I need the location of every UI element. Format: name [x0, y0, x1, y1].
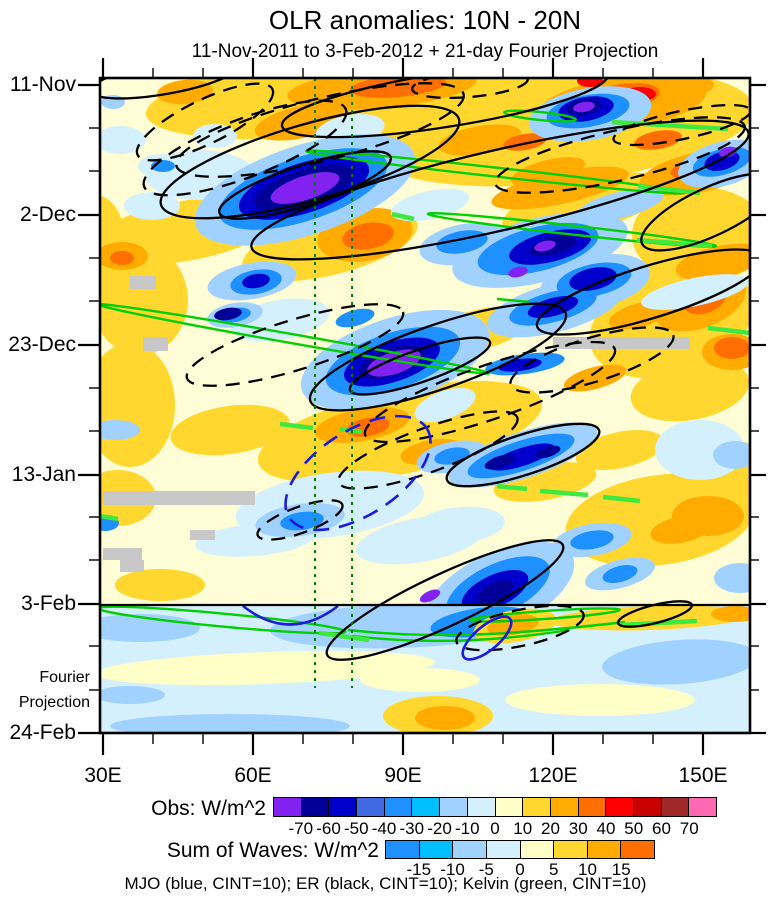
colorbar-swatch	[301, 798, 330, 816]
colorbar-swatch	[578, 798, 607, 816]
colorbar-tick-label: 40	[596, 819, 616, 838]
colorbar-tick-label: 60	[652, 819, 671, 838]
colorbar-swatch	[486, 841, 521, 858]
colorbar-swatch	[384, 798, 413, 816]
colorbar-swatch	[554, 841, 588, 858]
colorbar-swatch	[419, 841, 454, 858]
colorbar-tick-label: 10	[513, 819, 533, 838]
subtitle: 11-Nov-2011 to 3-Feb-2012 + 21-day Fouri…	[191, 41, 659, 62]
y-tick-label: 23-Dec	[8, 333, 76, 356]
colorbar-tick-label: -60	[316, 819, 341, 838]
colorbar-tick-label: -70	[288, 819, 314, 838]
sum-colorbar	[385, 840, 655, 859]
x-tick-label: 30E	[84, 764, 122, 787]
colorbar-tick-label: 10	[578, 860, 597, 879]
colorbar-tick-label: -10	[440, 860, 465, 879]
obs-colorbar	[273, 797, 717, 817]
sum-colorbar-label: Sum of Waves: W/m^2	[166, 839, 379, 862]
x-tick-label: 60E	[234, 764, 272, 787]
colorbar-swatch	[357, 798, 385, 816]
colorbar-swatch	[550, 798, 579, 816]
colorbar-swatch	[621, 841, 654, 858]
colorbar-tick-label: -10	[454, 819, 480, 838]
x-tick-label: 120E	[528, 764, 578, 787]
colorbar-tick-label: 20	[541, 819, 560, 838]
colorbar-swatch	[523, 798, 551, 816]
colorbar-tick-label: 0	[515, 860, 525, 879]
colorbar-swatch	[440, 798, 468, 816]
missing-data-patches	[103, 276, 690, 572]
y-tick-label: 2-Dec	[19, 203, 76, 226]
colorbar-swatch	[661, 798, 690, 816]
colorbar-tick-label: 70	[679, 819, 699, 838]
colorbar-tick-label: -5	[478, 860, 494, 879]
colorbar-tick-label: -50	[343, 819, 369, 838]
obs-colorbar-label: Obs: W/m^2	[151, 797, 266, 820]
y-tick-label: 13-Jan	[11, 463, 76, 486]
colorbar-swatch	[329, 798, 358, 816]
colorbar-tick-label: -30	[399, 819, 425, 838]
colorbar-tick-label: -40	[371, 819, 397, 838]
fourier-annotation-line1: Fourier	[39, 669, 90, 686]
x-tick-label: 150E	[678, 764, 728, 787]
colorbar-swatch	[386, 841, 420, 858]
y-tick-label: 24-Feb	[9, 721, 76, 744]
plot-frame	[98, 76, 752, 735]
fourier-projection-band	[100, 603, 750, 733]
colorbar-swatch	[606, 798, 634, 816]
colorbar-swatch	[587, 841, 622, 858]
colorbar-swatch	[467, 798, 496, 816]
colorbar-swatch	[412, 798, 441, 816]
colorbar-tick-label: 0	[490, 819, 500, 838]
colorbar-swatch	[274, 798, 302, 816]
y-tick-label: 11-Nov	[9, 73, 76, 96]
mjo-contours	[242, 414, 513, 661]
colorbar-tick-label: -15	[406, 860, 432, 879]
colorbar-tick-label: -20	[427, 819, 452, 838]
axis-ticks	[78, 58, 766, 755]
colorbar-swatch	[689, 798, 716, 816]
er-contours	[100, 78, 750, 661]
colorbar-tick-label: 30	[568, 819, 588, 838]
colorbar-swatch	[520, 841, 555, 858]
colorbar-swatch	[453, 841, 487, 858]
legend-caption: MJO (blue, CINT=10); ER (black, CINT=10)…	[124, 874, 647, 893]
page-title: OLR anomalies: 10N - 20N	[268, 5, 582, 35]
colorbar-swatch	[633, 798, 662, 816]
colorbar-swatch	[495, 798, 524, 816]
kelvin-contours	[100, 109, 750, 643]
reference-lines	[100, 78, 750, 688]
x-tick-label: 90E	[384, 764, 422, 787]
y-tick-label: 3-Feb	[21, 592, 76, 615]
colorbar-tick-label: 5	[549, 860, 559, 879]
colorbar-tick-label: 15	[611, 860, 631, 879]
fourier-annotation-line2: Projection	[18, 694, 90, 711]
colorbar-tick-label: 50	[624, 819, 644, 838]
